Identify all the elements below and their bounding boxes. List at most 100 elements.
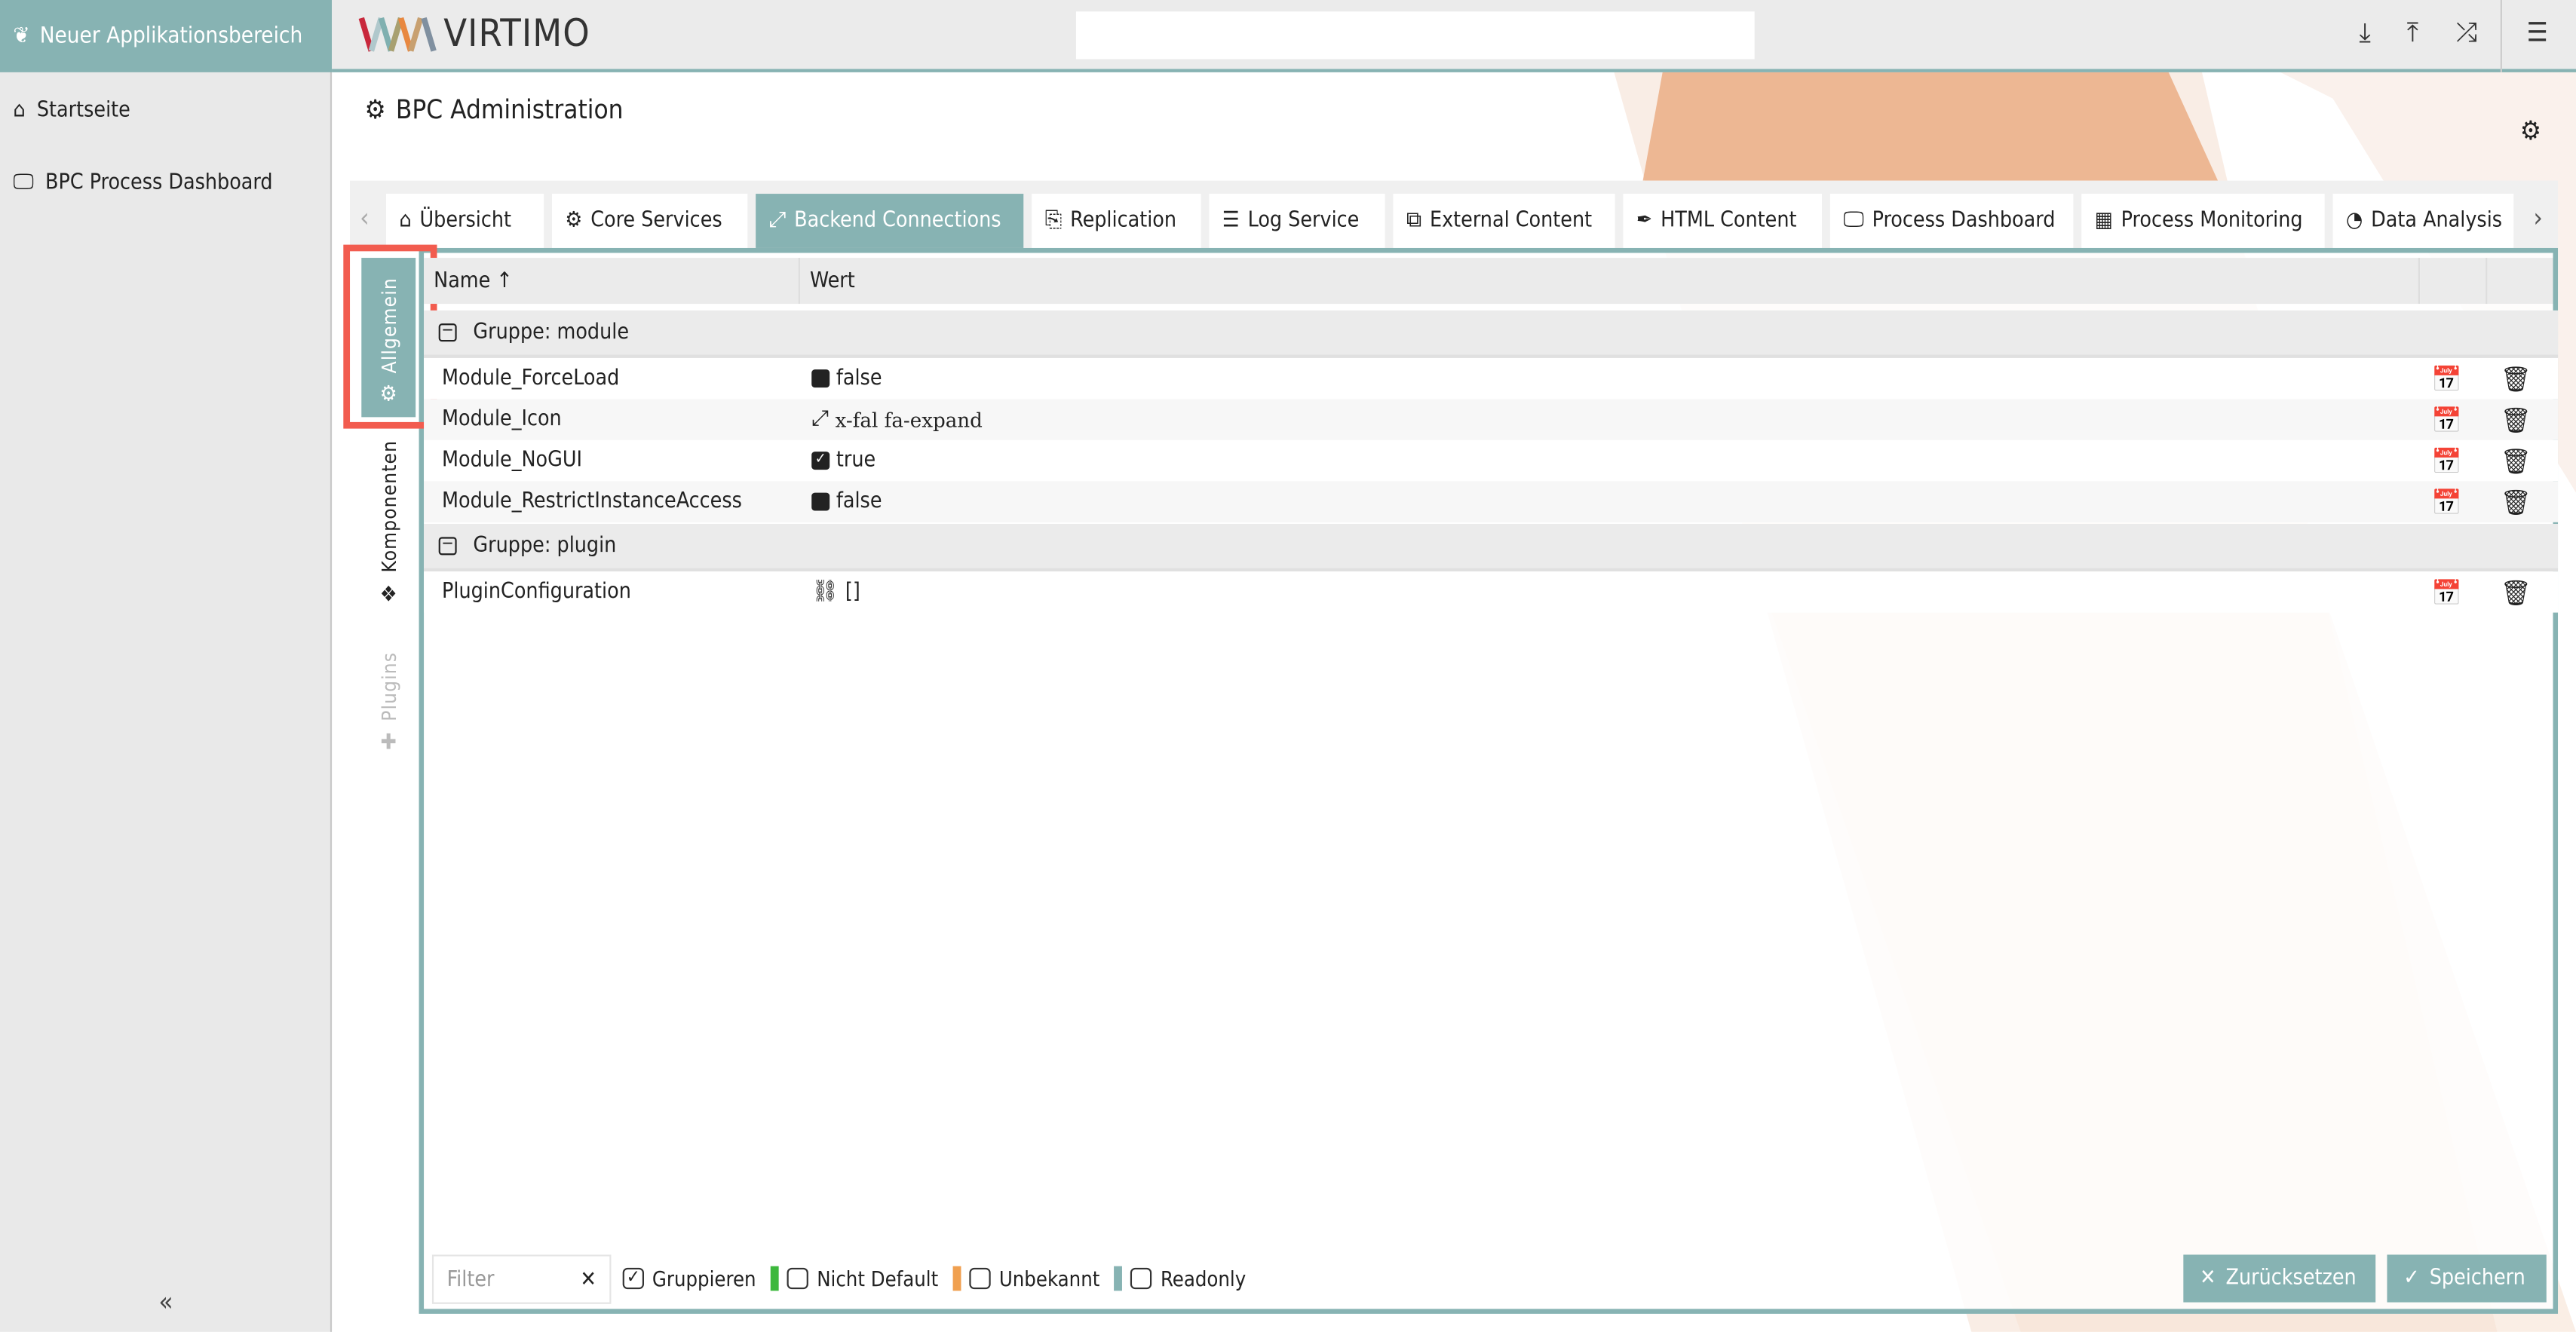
sidebar-item-startseite[interactable]: ⌂ Startseite bbox=[0, 87, 332, 133]
gears-icon: ⚙ bbox=[364, 93, 386, 125]
expand-icon: ⤢ bbox=[811, 407, 829, 432]
trash-icon[interactable]: 🗑 bbox=[2500, 363, 2532, 393]
column-header-name[interactable]: Name ↑ bbox=[424, 258, 800, 305]
row-value[interactable]: false bbox=[811, 366, 882, 391]
tab-data-analysis[interactable]: ◔ Data Analysis bbox=[2332, 194, 2514, 248]
value-text: x-fal fa-expand bbox=[835, 408, 983, 431]
collapse-group-icon[interactable]: − bbox=[438, 323, 457, 342]
group-row[interactable]: − Gruppe: module bbox=[424, 310, 2559, 358]
vtab-label: Komponenten bbox=[376, 440, 400, 574]
tab-process-dashboard[interactable]: 🖵 Process Dashboard bbox=[1829, 194, 2074, 248]
collapse-sidebar-button[interactable]: « bbox=[158, 1285, 173, 1318]
tab-scroll-left[interactable]: ‹ bbox=[360, 201, 370, 234]
nicht-default-checkbox[interactable] bbox=[787, 1267, 809, 1290]
filter-input[interactable]: Filter ✕ bbox=[431, 1254, 612, 1304]
close-icon: ✕ bbox=[2200, 1266, 2216, 1291]
app-area-header[interactable]: ❦ Neuer Applikationsbereich bbox=[0, 0, 333, 72]
tab-icon: ✒ bbox=[1636, 208, 1653, 234]
calendar-check-icon[interactable]: 📅 bbox=[2431, 405, 2462, 435]
column-header-action1 bbox=[2420, 258, 2488, 305]
tab-icon: ⤢ bbox=[768, 208, 787, 234]
tab-label: Übersicht bbox=[419, 208, 511, 234]
tab-core-services[interactable]: ⚙ Core Services bbox=[551, 194, 748, 248]
save-label: Speichern bbox=[2429, 1266, 2525, 1291]
vtab-plugins[interactable]: Plugins ✚ bbox=[361, 627, 416, 766]
row-value[interactable]: ⛓[] bbox=[811, 580, 860, 605]
tab-log-service[interactable]: ☰ Log Service bbox=[1209, 194, 1385, 248]
unbekannt-color bbox=[952, 1266, 961, 1291]
page-title-text: BPC Administration bbox=[395, 93, 624, 125]
logo-stripes-icon bbox=[358, 17, 437, 52]
check-icon: ✓ bbox=[2403, 1266, 2420, 1291]
divider bbox=[2500, 0, 2502, 72]
row-value[interactable]: ⤢ x-fal fa-expand bbox=[811, 407, 983, 432]
tab-scroll-right[interactable]: › bbox=[2533, 201, 2543, 234]
cubes-icon: ❖ bbox=[379, 583, 397, 608]
readonly-color bbox=[1114, 1266, 1123, 1291]
highlight-box bbox=[343, 244, 437, 429]
tab-icon: 🖵 bbox=[1843, 208, 1864, 234]
readonly-checkbox[interactable] bbox=[1130, 1267, 1153, 1290]
tab-replication[interactable]: ⎘ Replication bbox=[1032, 194, 1201, 248]
tab-icon: ⧉ bbox=[1406, 208, 1422, 234]
tab-label: Backend Connections bbox=[794, 208, 1001, 234]
calendar-check-icon[interactable]: 📅 bbox=[2431, 577, 2462, 607]
download-icon[interactable]: ⤓ bbox=[2359, 16, 2371, 48]
group-row[interactable]: − Gruppe: plugin bbox=[424, 523, 2559, 572]
app-area-title: Neuer Applikationsbereich bbox=[39, 23, 303, 50]
table-row[interactable]: PluginConfiguration ⛓[] 📅 🗑 bbox=[424, 571, 2559, 613]
vtab-allgemein[interactable]: Allgemein ⚙ bbox=[361, 258, 416, 418]
reset-button[interactable]: ✕ Zurücksetzen bbox=[2183, 1254, 2376, 1303]
sidebar bbox=[0, 0, 333, 1332]
settings-gear-icon[interactable]: ⚙ bbox=[2519, 115, 2542, 146]
shuffle-icon[interactable]: ⤮ bbox=[2455, 16, 2477, 48]
table-row[interactable]: Module_RestrictInstanceAccess false 📅 🗑 bbox=[424, 481, 2559, 522]
sidebar-item-label: BPC Process Dashboard bbox=[45, 170, 273, 195]
trash-icon[interactable]: 🗑 bbox=[2500, 577, 2532, 607]
puzzle-icon: ✚ bbox=[380, 730, 397, 756]
row-value[interactable]: ✓ true bbox=[811, 449, 876, 473]
table-row[interactable]: Module_NoGUI ✓ true 📅 🗑 bbox=[424, 439, 2559, 482]
table-row[interactable]: Module_ForceLoad false 📅 🗑 bbox=[424, 357, 2559, 400]
tab-backend-connections[interactable]: ⤢ Backend Connections bbox=[756, 194, 1024, 248]
tab-html-content[interactable]: ✒ HTML Content bbox=[1623, 194, 1823, 248]
sitemap-icon: ⛓ bbox=[811, 580, 839, 605]
value-text: [] bbox=[845, 580, 860, 605]
trash-icon[interactable]: 🗑 bbox=[2500, 405, 2532, 435]
monitor-icon: 🖵 bbox=[13, 170, 34, 195]
collapse-group-icon[interactable]: − bbox=[438, 536, 457, 556]
row-name: Module_ForceLoad bbox=[442, 366, 620, 391]
table-row[interactable]: Module_Icon ⤢ x-fal fa-expand 📅 🗑 bbox=[424, 399, 2559, 440]
column-header-action2 bbox=[2487, 258, 2553, 305]
trash-icon[interactable]: 🗑 bbox=[2500, 486, 2532, 517]
clear-filter-icon[interactable]: ✕ bbox=[580, 1266, 596, 1292]
tab-icon: ▦ bbox=[2094, 208, 2113, 234]
row-value[interactable]: false bbox=[811, 489, 882, 514]
global-search-input[interactable] bbox=[1075, 11, 1755, 60]
row-name: Module_RestrictInstanceAccess bbox=[442, 489, 742, 514]
value-text: false bbox=[836, 366, 882, 391]
tab-process-monitoring[interactable]: ▦ Process Monitoring bbox=[2081, 194, 2325, 248]
gears-icon: ⚙ bbox=[379, 382, 397, 408]
tab-external-content[interactable]: ⧉ External Content bbox=[1393, 194, 1615, 248]
gruppieren-checkbox[interactable]: ✓ bbox=[622, 1268, 644, 1290]
group-label: Gruppe: module bbox=[473, 320, 630, 345]
logo-text: VIRTIMO bbox=[443, 13, 590, 57]
calendar-check-icon[interactable]: 📅 bbox=[2431, 363, 2462, 393]
tab-icon: ◔ bbox=[2345, 208, 2363, 234]
calendar-check-icon[interactable]: 📅 bbox=[2431, 446, 2462, 476]
menu-icon[interactable]: ☰ bbox=[2526, 16, 2548, 48]
tab-übersicht[interactable]: ⌂ Übersicht bbox=[385, 194, 544, 248]
unbekannt-checkbox[interactable] bbox=[969, 1267, 991, 1290]
vtab-komponenten[interactable]: Komponenten ❖ bbox=[361, 424, 416, 618]
upload-icon[interactable]: ⤒ bbox=[2406, 16, 2419, 48]
sidebar-item-dashboard[interactable]: 🖵 BPC Process Dashboard bbox=[0, 159, 332, 205]
filter-placeholder: Filter bbox=[446, 1266, 495, 1292]
tab-icon: ⎘ bbox=[1044, 208, 1063, 234]
tab-label: Replication bbox=[1070, 208, 1177, 234]
calendar-check-icon[interactable]: 📅 bbox=[2431, 486, 2462, 517]
save-button[interactable]: ✓ Speichern bbox=[2387, 1254, 2547, 1303]
column-header-wert[interactable]: Wert bbox=[799, 258, 2421, 305]
trash-icon[interactable]: 🗑 bbox=[2500, 446, 2532, 476]
row-name: Module_NoGUI bbox=[442, 448, 582, 473]
